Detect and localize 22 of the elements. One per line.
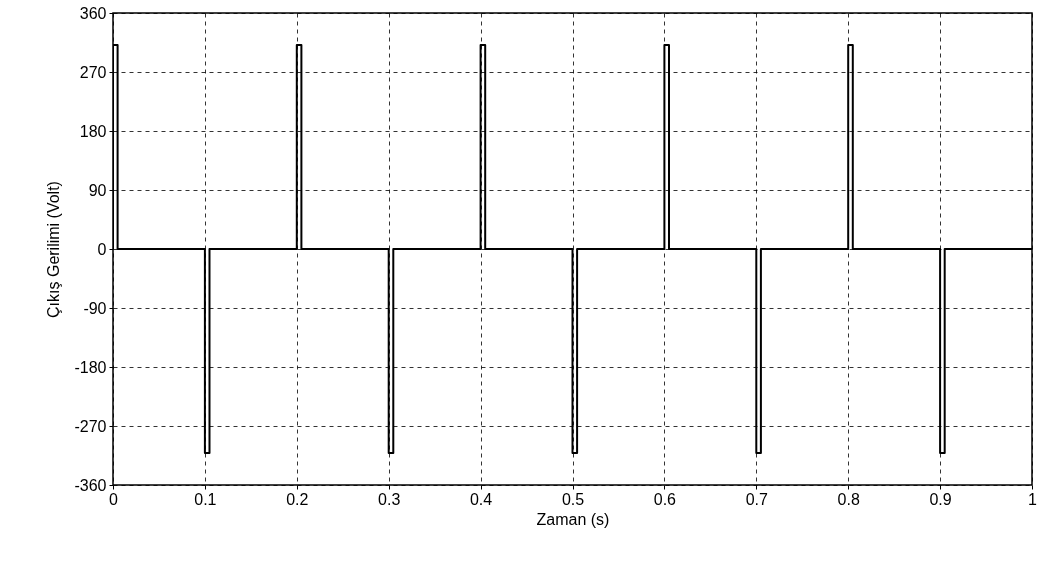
y-tick-label: -90 xyxy=(83,299,107,317)
y-tick-label: 0 xyxy=(97,240,107,258)
y-tick-label: 90 xyxy=(88,181,107,199)
y-tick-label: 360 xyxy=(79,4,107,22)
x-tick-label: 0.6 xyxy=(653,490,677,508)
x-tick-label: 1 xyxy=(1028,490,1038,508)
y-tick-label: -360 xyxy=(74,476,107,494)
y-tick-label: -270 xyxy=(74,417,107,435)
x-tick-label: 0.7 xyxy=(745,490,769,508)
y-axis-title: Çıkış Gerilimi (Volt) xyxy=(45,181,63,318)
y-tick-label: 180 xyxy=(79,122,107,140)
x-tick-label: 0.2 xyxy=(286,490,309,508)
x-tick-label: 0.4 xyxy=(469,490,493,508)
x-tick-label: 0.3 xyxy=(378,490,401,508)
x-tick-label: 0.9 xyxy=(929,490,952,508)
x-tick-label: 0.1 xyxy=(194,490,217,508)
x-axis-title: Zaman (s) xyxy=(536,510,610,528)
x-tick-label: 0.8 xyxy=(837,490,860,508)
x-tick-label: 0 xyxy=(109,490,119,508)
y-tick-label: 270 xyxy=(79,63,107,81)
x-tick-label: 0.5 xyxy=(561,490,585,508)
y-tick-label: -180 xyxy=(74,358,107,376)
